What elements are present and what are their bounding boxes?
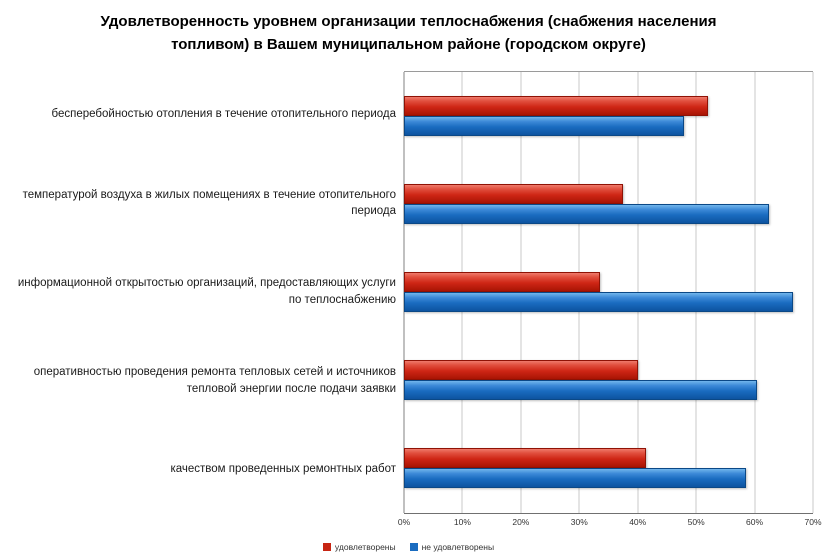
x-tick-label: 30% bbox=[570, 516, 588, 527]
plot-area bbox=[403, 70, 814, 514]
bar-satisfied bbox=[404, 183, 624, 204]
category-label: температурой воздуха в жилых помещениях … bbox=[22, 188, 396, 218]
bar-satisfied bbox=[404, 95, 708, 116]
legend-item-not-satisfied: не удовлетворены bbox=[409, 541, 495, 552]
bar-satisfied bbox=[404, 360, 638, 381]
bar-satisfied bbox=[404, 272, 600, 292]
legend-item-satisfied: удовлетворены bbox=[322, 541, 396, 552]
category-label: оперативностью проведения ремонта теплов… bbox=[33, 365, 396, 395]
chart-title: Удовлетворенность уровнем организации те… bbox=[100, 13, 717, 54]
x-tick-label: 0% bbox=[397, 516, 411, 527]
x-tick-label: 50% bbox=[687, 516, 705, 527]
x-tick-label: 70% bbox=[804, 516, 822, 527]
plot-region: бесперебойностью отопления в течение ото… bbox=[4, 70, 814, 514]
category-label: информационной открытостью организаций, … bbox=[17, 277, 396, 306]
gridline bbox=[812, 71, 814, 513]
bar-satisfied bbox=[404, 448, 647, 469]
bar-group bbox=[404, 336, 813, 424]
x-axis: 0% 10% 20% 30% 40% 50% 60% 70% bbox=[398, 516, 822, 530]
bar-not-satisfied bbox=[404, 380, 758, 401]
legend-label: не удовлетворены bbox=[421, 541, 495, 552]
bar-not-satisfied bbox=[404, 292, 793, 312]
x-tick-label: 60% bbox=[746, 516, 764, 527]
bar-group bbox=[404, 160, 813, 248]
category-label: бесперебойностью отопления в течение ото… bbox=[51, 108, 396, 121]
bar-not-satisfied bbox=[404, 468, 746, 489]
x-axis-spacer bbox=[4, 516, 404, 530]
bar-group bbox=[404, 424, 813, 512]
x-tick-label: 20% bbox=[512, 516, 530, 527]
legend: удовлетворены не удовлетворены bbox=[4, 542, 813, 552]
legend-label: удовлетворены bbox=[334, 541, 396, 552]
x-tick-label: 10% bbox=[453, 516, 471, 527]
bar-not-satisfied bbox=[404, 203, 770, 224]
bar-groups bbox=[404, 72, 813, 513]
bar-group bbox=[404, 248, 813, 336]
category-label: качеством проведенных ремонтных работ bbox=[170, 462, 396, 475]
category-labels-column: бесперебойностью отопления в течение ото… bbox=[4, 71, 404, 514]
bar-group bbox=[404, 72, 813, 160]
legend-swatch-not-satisfied bbox=[409, 542, 418, 551]
bar-not-satisfied bbox=[404, 115, 685, 136]
legend-swatch-satisfied bbox=[322, 542, 331, 551]
x-axis-row: 0% 10% 20% 30% 40% 50% 60% 70% bbox=[4, 516, 822, 530]
x-tick-label: 40% bbox=[629, 516, 647, 527]
